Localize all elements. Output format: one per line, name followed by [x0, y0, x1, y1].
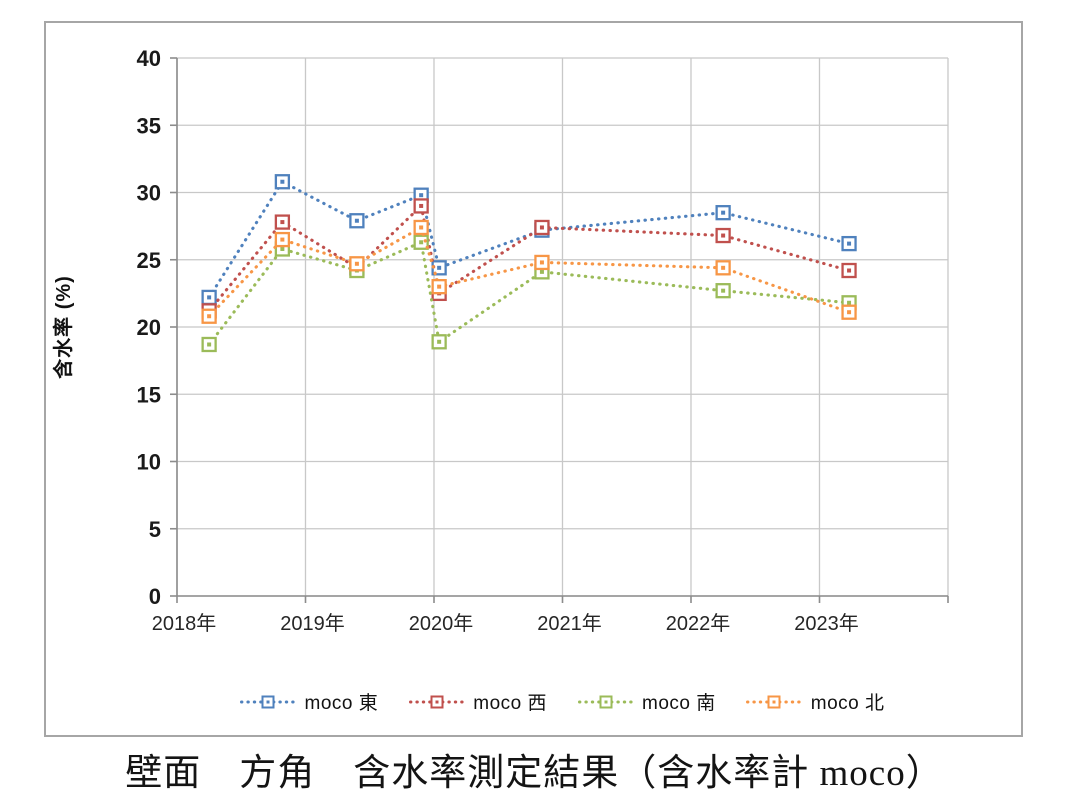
y-tick-label: 5 — [149, 517, 161, 542]
series-south — [201, 234, 857, 353]
x-tick-label: 2021年 — [537, 612, 602, 635]
x-tick-labels: 2018年 2019年 2020年 2021年 2022年 2023年 — [152, 612, 859, 635]
legend-marker-north — [746, 695, 804, 708]
y-tick-label: 0 — [149, 584, 161, 609]
x-tick-label: 2019年 — [280, 612, 345, 635]
y-tick-label: 40 — [137, 46, 161, 71]
x-tick-label: 2022年 — [666, 612, 731, 635]
legend-item-south: moco 南 — [577, 688, 716, 715]
legend-label-north: moco 北 — [810, 693, 885, 714]
y-tick-label: 10 — [137, 450, 161, 475]
chart-caption: 壁面 方角 含水率測定結果（含水率計 moco） — [125, 753, 944, 794]
legend-item-west: moco 西 — [408, 688, 547, 715]
legend-label-east: moco 東 — [304, 693, 379, 714]
legend-marker-east — [240, 695, 297, 708]
y-axis-title: 含水率 (%) — [51, 275, 75, 379]
gridlines — [176, 57, 949, 597]
legend: moco 東 moco 西 moco 南 moco 北 — [240, 688, 885, 715]
axes — [170, 57, 949, 603]
legend-marker-west — [408, 695, 466, 708]
legend-marker-south — [577, 695, 635, 708]
legend-label-south: moco 南 — [642, 693, 716, 714]
x-tick-label: 2020年 — [409, 612, 474, 635]
series-north — [201, 219, 857, 324]
plot-area: 40 35 30 25 20 15 10 5 0 2018年 2019年 2020年 2021年 2022… — [51, 46, 949, 635]
x-tick-label: 2023年 — [794, 612, 859, 635]
series-west — [201, 198, 857, 319]
y-tick-label: 35 — [137, 113, 161, 138]
y-tick-label: 15 — [137, 382, 161, 407]
y-tick-label: 25 — [137, 248, 161, 273]
legend-label-west: moco 西 — [473, 693, 547, 714]
series-east — [201, 174, 857, 306]
y-tick-label: 30 — [137, 181, 161, 206]
legend-item-east: moco 東 — [240, 688, 379, 715]
chart-frame — [44, 21, 1023, 737]
y-tick-label: 20 — [137, 315, 161, 340]
x-tick-label: 2018年 — [152, 612, 217, 635]
legend-item-north: moco 北 — [746, 688, 885, 715]
y-tick-labels: 40 35 30 25 20 15 10 5 0 — [137, 46, 161, 609]
